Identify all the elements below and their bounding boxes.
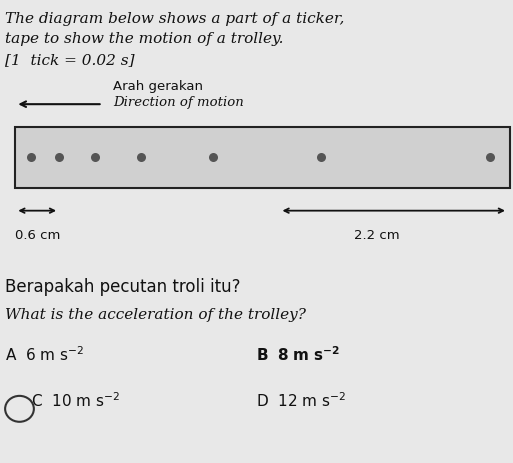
- Text: Arah gerakan: Arah gerakan: [113, 80, 203, 93]
- Text: A  6 m s$^{-2}$: A 6 m s$^{-2}$: [5, 345, 84, 363]
- Text: C  10 m s$^{-2}$: C 10 m s$^{-2}$: [31, 391, 120, 410]
- Text: tape to show the motion of a trolley.: tape to show the motion of a trolley.: [5, 32, 284, 46]
- Text: Berapakah pecutan troli itu?: Berapakah pecutan troli itu?: [5, 278, 241, 296]
- Text: The diagram below shows a part of a ticker,: The diagram below shows a part of a tick…: [5, 12, 345, 25]
- Bar: [15, 127, 510, 188]
- Text: 2.2 cm: 2.2 cm: [354, 229, 400, 242]
- Text: $\mathbf{B}$  $\mathbf{8\ m\ s^{-2}}$: $\mathbf{B}$ $\mathbf{8\ m\ s^{-2}}$: [256, 345, 341, 363]
- Text: [1  tick = 0.02 s]: [1 tick = 0.02 s]: [5, 53, 135, 67]
- Text: Direction of motion: Direction of motion: [113, 96, 244, 109]
- Text: D  12 m s$^{-2}$: D 12 m s$^{-2}$: [256, 391, 347, 410]
- Text: 0.6 cm: 0.6 cm: [15, 229, 61, 242]
- Text: What is the acceleration of the trolley?: What is the acceleration of the trolley?: [5, 308, 306, 322]
